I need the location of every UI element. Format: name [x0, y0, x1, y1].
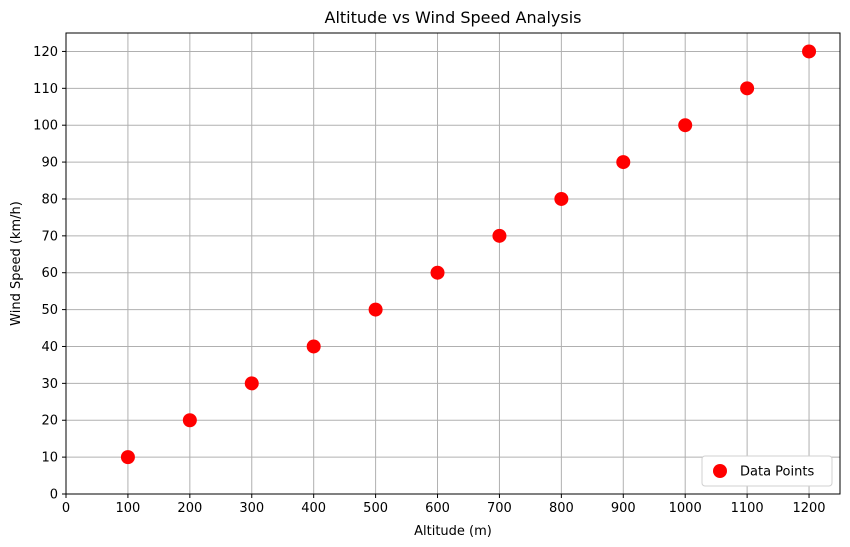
- y-axis-label: Wind Speed (km/h): [9, 201, 24, 326]
- data-point: [368, 302, 383, 317]
- y-tick-label: 100: [33, 119, 58, 134]
- x-tick-label: 800: [549, 501, 574, 516]
- grid-lines: [65, 33, 840, 495]
- x-tick-label: 600: [425, 501, 450, 516]
- y-axis-ticks: 0 10 20 30 40 50 60 70 80 90 100 110 120: [33, 45, 66, 503]
- data-point: [802, 44, 817, 59]
- x-tick-label: 1000: [669, 501, 702, 516]
- x-tick-label: 1100: [731, 501, 764, 516]
- x-tick-label: 1200: [792, 501, 825, 516]
- x-tick-label: 100: [116, 501, 141, 516]
- data-point: [120, 450, 135, 465]
- x-tick-label: 200: [177, 501, 202, 516]
- y-tick-label: 0: [50, 488, 58, 503]
- y-tick-label: 40: [41, 340, 58, 355]
- x-tick-label: 300: [239, 501, 264, 516]
- y-tick-label: 120: [33, 45, 58, 60]
- y-tick-label: 80: [41, 192, 58, 207]
- x-tick-label: 0: [62, 501, 70, 516]
- y-tick-label: 10: [41, 451, 58, 466]
- y-tick-label: 90: [41, 156, 58, 171]
- data-point: [430, 265, 445, 280]
- x-tick-label: 900: [611, 501, 636, 516]
- x-tick-label: 400: [301, 501, 326, 516]
- legend-marker: [713, 464, 727, 478]
- data-point: [616, 155, 631, 170]
- y-tick-label: 70: [41, 229, 58, 244]
- x-axis-label: Altitude (m): [414, 524, 492, 539]
- data-point: [306, 339, 321, 354]
- legend-box: [701, 455, 833, 487]
- chart-title: Altitude vs Wind Speed Analysis: [325, 8, 582, 27]
- x-axis-ticks: 0 100 200 300 400 500 600 700 800 900 1000 1100 1200: [62, 494, 826, 516]
- y-tick-label: 30: [41, 377, 58, 392]
- x-tick-label: 700: [487, 501, 512, 516]
- data-point: [678, 118, 693, 133]
- legend: Data Points: [701, 455, 833, 487]
- y-tick-label: 60: [41, 266, 58, 281]
- y-tick-label: 20: [41, 414, 58, 429]
- data-points: [120, 44, 817, 465]
- data-point: [182, 413, 197, 428]
- y-tick-label: 110: [33, 82, 58, 97]
- plot-frame: [65, 32, 841, 495]
- data-point: [244, 376, 259, 391]
- data-point: [740, 81, 755, 96]
- x-tick-label: 500: [363, 501, 388, 516]
- legend-label: Data Points: [740, 465, 814, 480]
- y-tick-label: 50: [41, 303, 58, 318]
- data-point: [554, 191, 569, 206]
- data-point: [492, 228, 507, 243]
